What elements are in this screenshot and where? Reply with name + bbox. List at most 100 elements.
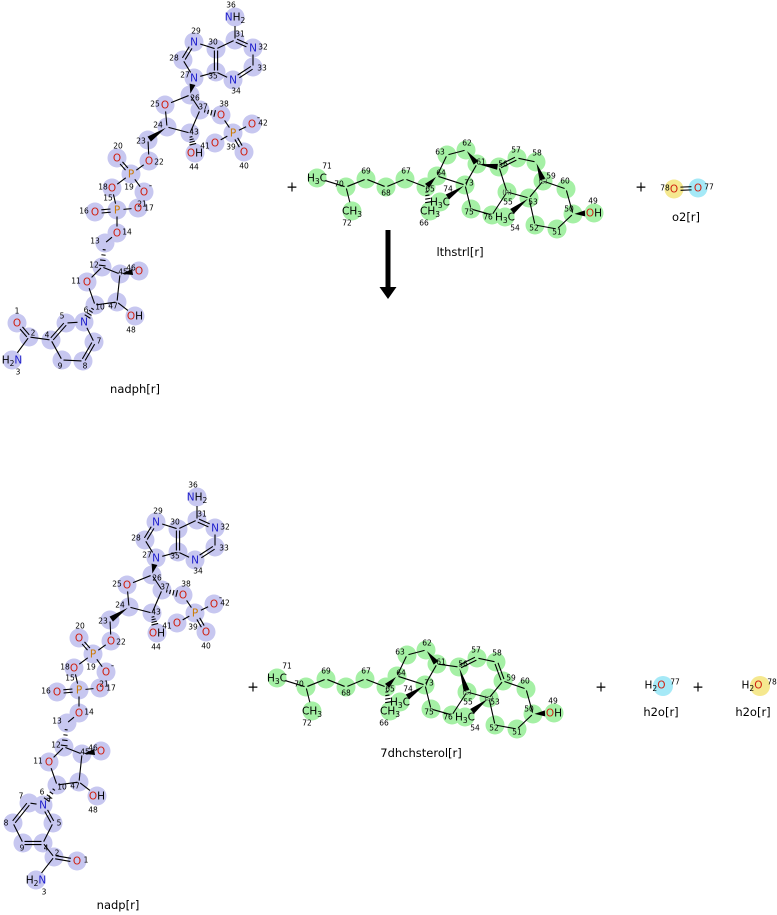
atom-highlight [69, 772, 89, 792]
atom-number: 30 [208, 38, 218, 47]
atom-number: 11 [71, 277, 81, 286]
atom-highlight [33, 833, 53, 853]
bond-wedge [478, 163, 498, 170]
bond-hash [52, 788, 56, 791]
bond-single [565, 190, 574, 213]
bond-hash [84, 314, 91, 319]
atom-number: 76 [483, 213, 493, 222]
atom-highlight [185, 603, 205, 623]
atom-symbol: P [128, 169, 134, 181]
charge-label: - [219, 593, 222, 603]
atom-symbol: P [114, 205, 120, 217]
atom-symbol: H3C [307, 173, 327, 187]
atom-number: 13 [90, 237, 100, 246]
bond-single [425, 665, 437, 684]
atom-highlight [395, 169, 415, 189]
bond-single [220, 135, 228, 141]
atom-number: 50 [524, 705, 534, 714]
bond-single [112, 194, 117, 204]
atom-symbol: O [211, 138, 219, 150]
atom-highlight [486, 652, 506, 672]
bond-single [41, 857, 54, 874]
atom-number: 62 [462, 139, 472, 148]
atom-symbol: O [107, 636, 115, 648]
bond-double [146, 528, 155, 540]
bond-hash [189, 142, 197, 146]
bond-single [437, 156, 447, 175]
atom-number: 49 [548, 697, 558, 706]
stereo-label: (S) [462, 689, 471, 697]
bond-single [116, 177, 127, 185]
atom-number: 37 [160, 583, 170, 592]
atom-number: 55 [463, 698, 473, 707]
bond-single [525, 690, 534, 713]
bond-hash [189, 138, 194, 141]
atom-highlight [187, 487, 207, 507]
atom-highlight [497, 182, 517, 202]
atom-highlight [336, 177, 356, 197]
atom-number: 24 [153, 121, 163, 130]
bond-single [51, 341, 62, 359]
atom-highlight [653, 676, 673, 696]
bond-single [67, 716, 75, 723]
atom-highlight [302, 701, 322, 721]
bond-double [14, 804, 30, 824]
atom-highlight [26, 870, 46, 890]
bond-single [91, 267, 102, 278]
atom-number: 5 [60, 312, 65, 321]
bond-single [347, 679, 364, 687]
bond-double [236, 38, 248, 45]
atom-symbol: O [70, 663, 78, 675]
bond-single [186, 600, 192, 608]
atom-highlight [526, 152, 546, 172]
atom-number: 15 [103, 194, 113, 203]
atom-number: 69 [321, 667, 331, 676]
atom-highlight [83, 644, 103, 664]
atom-symbol: O [108, 183, 116, 195]
bond-single [190, 95, 200, 110]
bond-single [179, 520, 196, 529]
atom-highlight [7, 313, 27, 333]
bond-single [508, 191, 528, 199]
bond-hash [189, 140, 196, 144]
bond-hash [425, 201, 432, 204]
bond-single [325, 180, 345, 188]
stereo-label: (R) [502, 189, 512, 197]
bond-hash [62, 739, 68, 742]
atom-number: 45 [118, 268, 128, 277]
atom-number: 71 [282, 662, 292, 671]
atom-number: 77 [670, 678, 680, 687]
atom-highlight [437, 145, 457, 165]
bond-single [78, 755, 83, 781]
atom-number: 75 [464, 208, 474, 217]
bond-double [81, 342, 93, 360]
bond-single [67, 321, 78, 324]
atom-highlight [485, 715, 505, 735]
atom-number: 40 [239, 162, 249, 171]
bond-single [432, 708, 451, 716]
bond-single [489, 681, 503, 698]
bond-hash [46, 794, 52, 799]
atom-number: 53 [490, 698, 500, 707]
atom-highlight [336, 677, 356, 697]
atom-number: 61 [436, 658, 446, 667]
atom-highlight [157, 117, 177, 137]
bond-double [47, 809, 55, 822]
bond-double [55, 858, 71, 863]
atom-symbol: N [190, 37, 198, 49]
atom-highlight [355, 669, 375, 689]
atom-number: 19 [124, 183, 134, 192]
bond-hash [172, 589, 175, 596]
bond-wedge [121, 269, 134, 275]
bond-hash [63, 734, 68, 736]
atom-number: 66 [419, 219, 429, 228]
atom-number: 12 [89, 261, 99, 270]
atom-number: 27 [180, 71, 190, 80]
atom-highlight [146, 548, 166, 568]
atom-number: 16 [41, 687, 51, 696]
bond-single [217, 72, 228, 78]
bond-double [12, 802, 28, 822]
atom-number: 35 [170, 552, 180, 561]
bond-single [145, 540, 154, 553]
